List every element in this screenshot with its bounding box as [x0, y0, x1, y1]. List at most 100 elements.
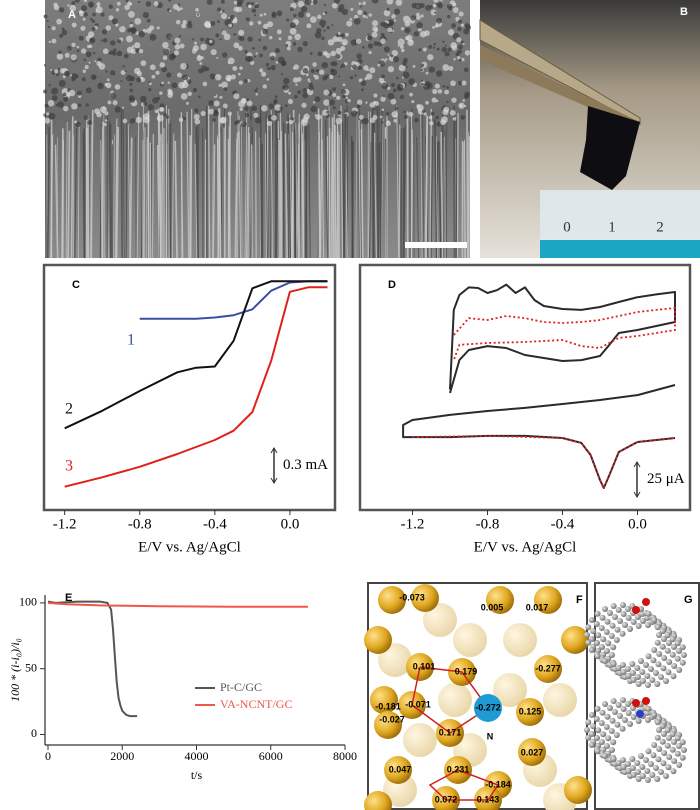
atom — [625, 666, 631, 672]
texture — [338, 75, 341, 78]
atom — [679, 739, 686, 746]
x-axis-label: E/V vs. Ag/AgCl — [138, 539, 241, 555]
texture — [129, 118, 135, 124]
texture — [437, 89, 443, 94]
texture — [222, 103, 228, 109]
texture — [430, 9, 437, 16]
atom — [602, 701, 608, 708]
texture — [393, 114, 397, 118]
bond-ring — [428, 769, 500, 801]
texture — [341, 8, 349, 16]
texture — [270, 110, 273, 259]
texture — [219, 38, 222, 41]
texture — [355, 111, 358, 114]
texture — [70, 54, 77, 61]
texture — [456, 37, 462, 43]
texture — [411, 129, 414, 259]
texture — [464, 139, 466, 259]
atom — [598, 625, 605, 631]
y-tick-label: 50 — [25, 660, 37, 674]
texture — [354, 74, 357, 77]
texture — [138, 0, 141, 4]
texture — [277, 121, 280, 259]
atom — [658, 673, 664, 680]
texture — [51, 26, 56, 31]
texture — [94, 60, 97, 63]
atom — [674, 655, 681, 662]
atom — [625, 672, 632, 679]
texture — [291, 124, 294, 259]
panel-label: E — [65, 592, 72, 604]
texture — [181, 23, 187, 29]
atom — [659, 723, 666, 730]
texture — [442, 64, 450, 72]
texture — [136, 112, 140, 259]
texture — [421, 112, 425, 259]
atom — [403, 723, 437, 757]
texture — [298, 122, 300, 259]
atom — [594, 735, 600, 741]
atom — [661, 731, 667, 737]
texture — [369, 67, 376, 74]
texture — [247, 79, 251, 83]
panel-f: -0.073 0.005 0.017 0.101 0.179 -0.277 -0.181 -0… — [364, 582, 592, 810]
texture — [302, 41, 308, 47]
atom — [676, 667, 683, 673]
texture — [382, 95, 385, 98]
texture — [295, 83, 298, 86]
texture — [255, 131, 257, 259]
texture — [278, 37, 282, 41]
texture — [464, 105, 467, 108]
atom — [639, 668, 646, 675]
legend-label: Pt-C/GC — [220, 680, 262, 694]
scale-bar-label: 0.3 mA — [283, 457, 328, 473]
texture — [219, 127, 223, 259]
texture — [238, 131, 242, 259]
texture — [395, 0, 403, 6]
atom — [664, 632, 671, 639]
texture — [230, 14, 235, 20]
texture — [130, 21, 133, 25]
texture — [361, 117, 369, 125]
atom — [590, 723, 597, 730]
texture — [47, 99, 55, 107]
atom — [619, 725, 626, 732]
texture — [57, 101, 64, 108]
texture — [357, 9, 363, 16]
texture — [180, 120, 184, 259]
texture — [207, 106, 211, 259]
texture — [135, 116, 142, 124]
texture — [251, 105, 257, 112]
texture — [94, 108, 101, 115]
texture — [373, 93, 378, 98]
y-tick-label: 0 — [31, 726, 37, 740]
texture — [456, 112, 459, 259]
texture — [193, 113, 200, 120]
texture — [442, 40, 445, 43]
atom — [594, 653, 601, 660]
texture — [174, 44, 181, 50]
texture — [161, 66, 167, 73]
atom — [654, 624, 661, 631]
texture — [397, 38, 405, 46]
texture — [200, 43, 207, 51]
texture — [368, 13, 372, 17]
texture — [387, 86, 391, 90]
texture — [151, 74, 156, 79]
atom-label: -0.184 — [485, 779, 511, 789]
texture — [119, 25, 126, 33]
texture — [380, 38, 386, 44]
texture — [315, 69, 319, 73]
texture — [85, 103, 89, 107]
texture — [343, 113, 348, 118]
texture — [103, 110, 105, 259]
texture — [271, 115, 277, 121]
atom — [612, 709, 618, 716]
texture — [459, 104, 463, 108]
texture — [271, 11, 277, 17]
texture — [372, 100, 377, 105]
texture — [71, 22, 77, 28]
texture — [441, 46, 448, 53]
texture — [387, 27, 393, 33]
texture — [341, 89, 347, 95]
